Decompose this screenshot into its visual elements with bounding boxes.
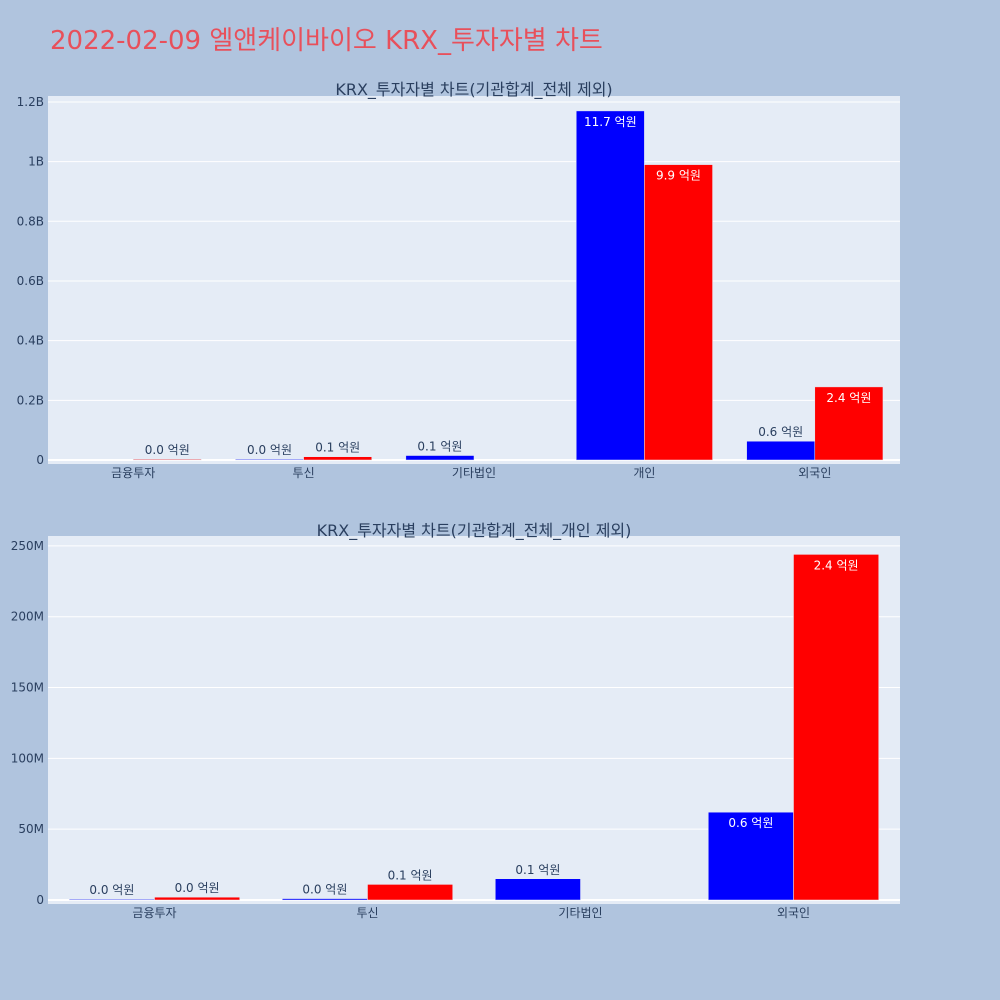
data-label: 0.1 억원 (417, 440, 462, 454)
bar (69, 899, 154, 900)
data-label: 0.6 억원 (728, 816, 773, 830)
bar (406, 456, 474, 460)
x-tick-label: 외국인 (798, 466, 831, 480)
y-tick-label: 150M (11, 681, 44, 695)
bar (304, 457, 372, 460)
chart-top: 0 0.2B 0.4B 0.6B 0.8B 1B 1.2B KRX_투자자별 차트(기관합계_… (17, 80, 900, 480)
page-title: 2022-02-09 엘앤케이바이오 KRX_투자자별 차트 (50, 26, 603, 56)
data-label: 11.7 억원 (584, 115, 637, 129)
y-tick-label: 1B (28, 155, 44, 169)
data-label: 0.1 억원 (315, 441, 360, 455)
x-tick-label: 금융투자 (111, 466, 155, 480)
x-tick-label: 외국인 (777, 906, 810, 920)
data-label: 0.1 억원 (515, 863, 560, 877)
data-label: 0.6 억원 (758, 425, 803, 439)
data-label: 0.0 억원 (145, 443, 190, 457)
x-tick-label: 기타법인 (452, 466, 496, 480)
y-tick-label: 1.2B (17, 95, 44, 109)
y-tick-label: 0 (36, 893, 44, 907)
y-tick-label: 0.2B (17, 393, 44, 407)
x-tick-label: 개인 (633, 466, 655, 480)
data-label: 2.4 억원 (826, 391, 871, 405)
y-tick-label: 0 (36, 453, 44, 467)
bar (794, 554, 879, 900)
data-label: 0.1 억원 (388, 868, 433, 882)
bar (495, 879, 580, 900)
data-label: 9.9 억원 (656, 169, 701, 183)
y-tick-label: 100M (11, 751, 44, 765)
y-tick-label: 0.6B (17, 274, 44, 288)
bar (747, 441, 815, 460)
y-tick-label: 200M (11, 610, 44, 624)
plot-area (48, 96, 900, 464)
chart-title: KRX_투자자별 차트(기관합계_전체_개인 제외) (317, 521, 632, 541)
bar (155, 897, 240, 900)
data-label: 2.4 억원 (814, 558, 859, 572)
y-tick-label: 0.8B (17, 214, 44, 228)
x-tick-label: 기타법인 (558, 906, 602, 920)
bar (133, 459, 201, 460)
chart-title: KRX_투자자별 차트(기관합계_전체 제외) (335, 80, 612, 100)
data-label: 0.0 억원 (175, 881, 220, 895)
x-tick-label: 투신 (356, 906, 378, 920)
y-tick-label: 250M (11, 539, 44, 553)
bar (282, 899, 367, 900)
data-label: 0.0 억원 (302, 883, 347, 897)
data-label: 0.0 억원 (247, 443, 292, 457)
chart-bottom: 0 50M 100M 150M 200M 250M KRX_투자자별 차트(기관합계_전체_… (11, 521, 900, 920)
x-tick-label: 금융투자 (132, 906, 176, 920)
y-tick-label: 50M (18, 822, 44, 836)
data-label: 0.0 억원 (89, 883, 134, 897)
bar (368, 884, 453, 900)
x-tick-label: 투신 (293, 466, 315, 480)
bar (235, 459, 303, 460)
bar (576, 111, 644, 460)
bar (644, 165, 712, 460)
y-tick-label: 0.4B (17, 334, 44, 348)
